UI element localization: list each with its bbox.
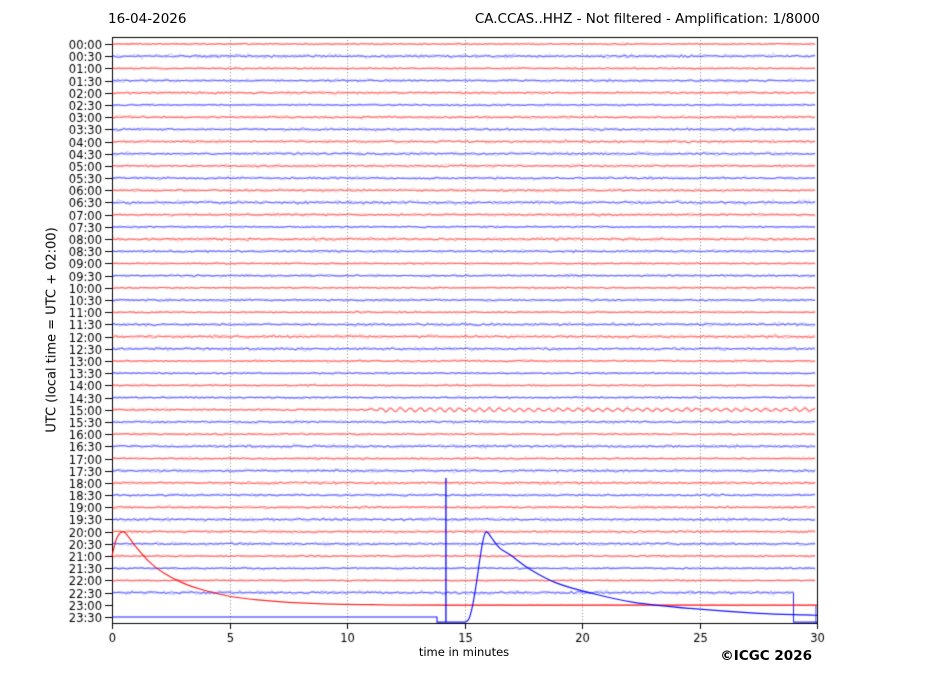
y-axis-label: UTC (local time = UTC + 02:00)	[44, 227, 60, 433]
x-axis-label: time in minutes	[418, 645, 510, 659]
station-title: CA.CCAS..HHZ - Not filtered - Amplificat…	[474, 11, 820, 27]
copyright-label: ©ICGC 2026	[720, 648, 812, 664]
date-title: 16-04-2026	[108, 11, 187, 27]
